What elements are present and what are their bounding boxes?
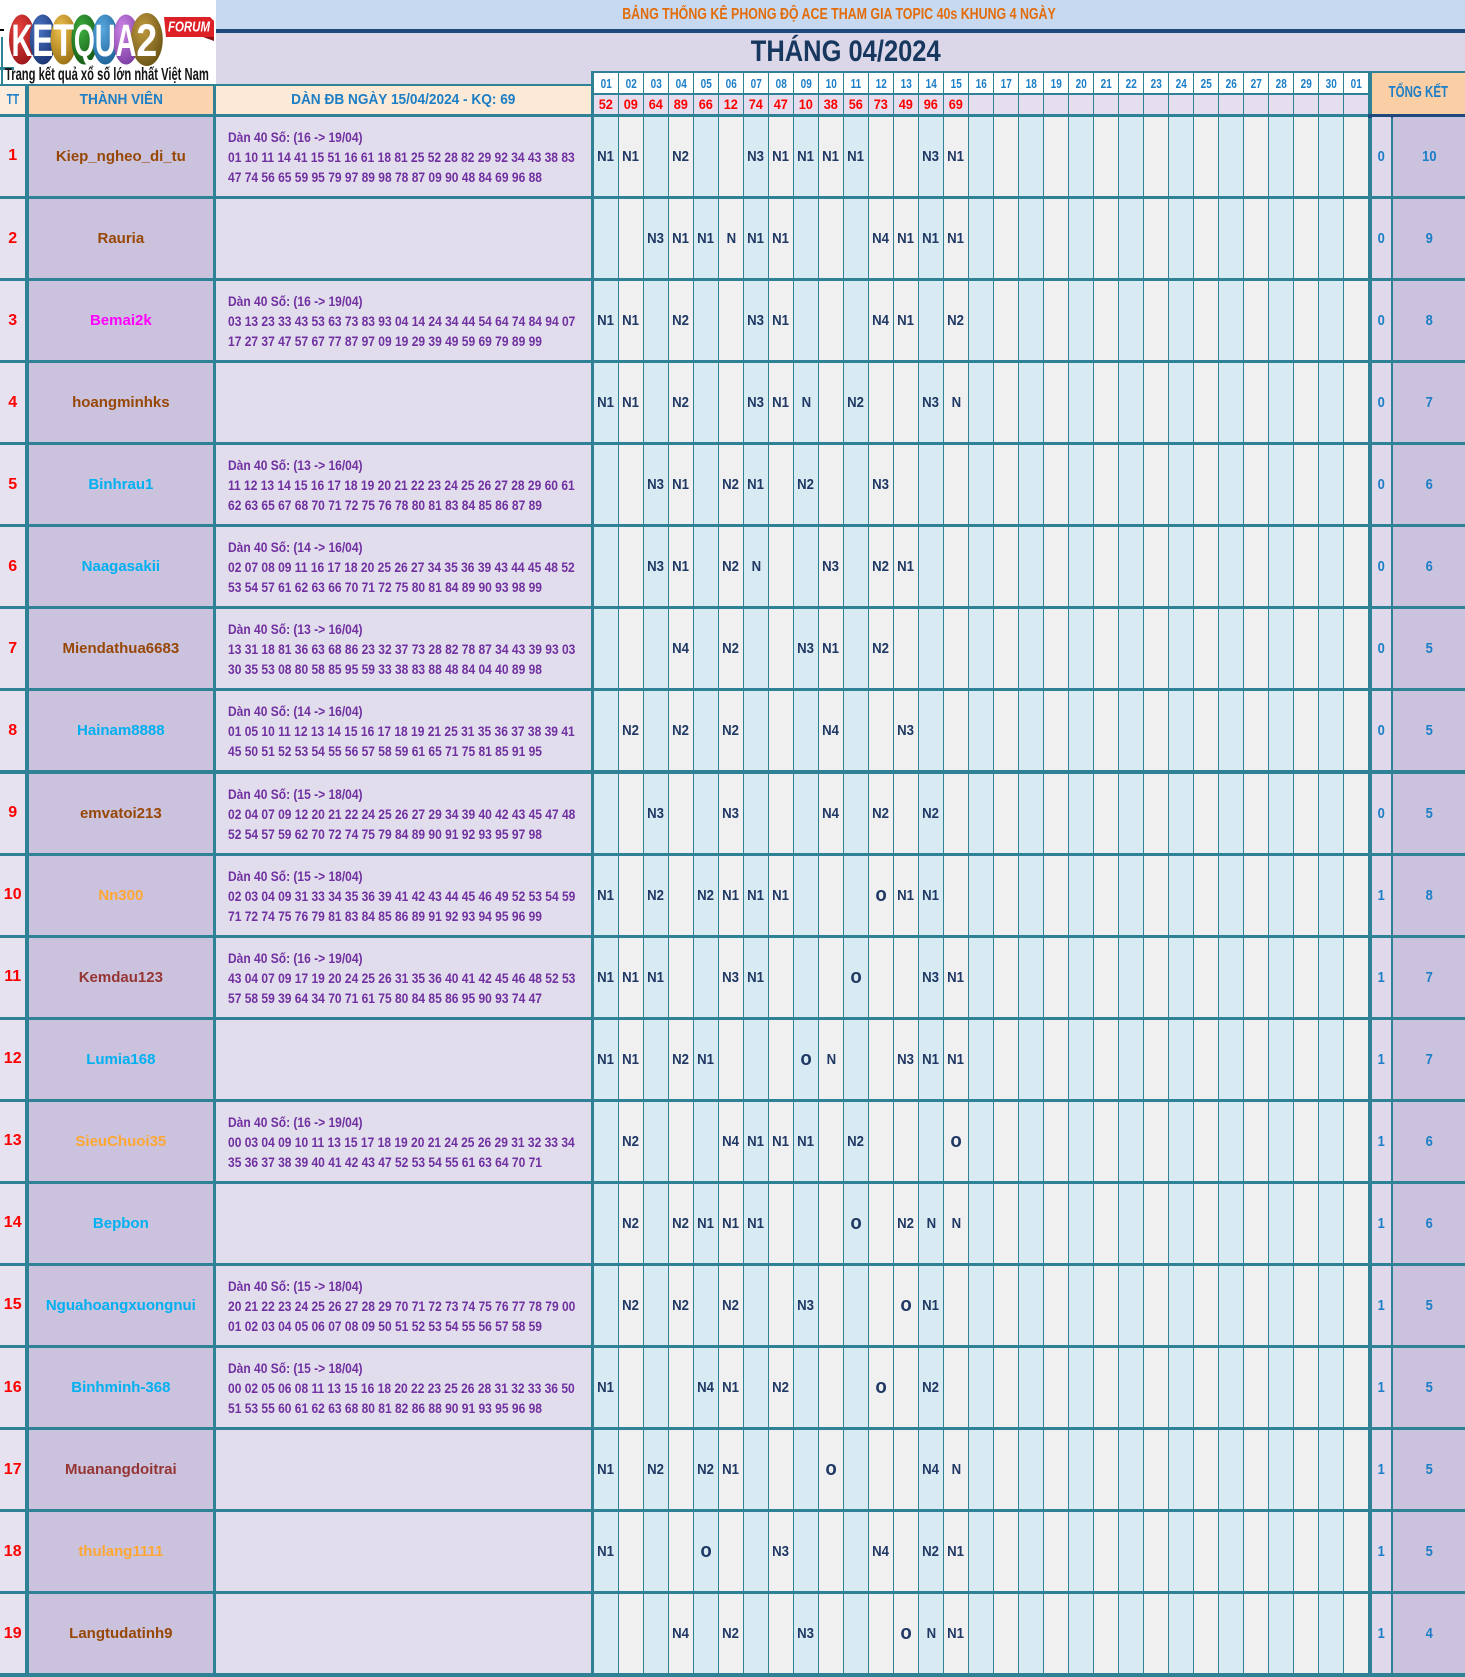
svg-text:2: 2 — [136, 15, 157, 66]
svg-text:A: A — [116, 15, 137, 66]
svg-text:U: U — [95, 15, 116, 66]
svg-text:FORUM: FORUM — [168, 20, 211, 36]
svg-text:K: K — [12, 15, 33, 66]
svg-text:T: T — [53, 15, 74, 66]
svg-text:Q: Q — [74, 15, 95, 66]
svg-text:E: E — [32, 15, 53, 66]
